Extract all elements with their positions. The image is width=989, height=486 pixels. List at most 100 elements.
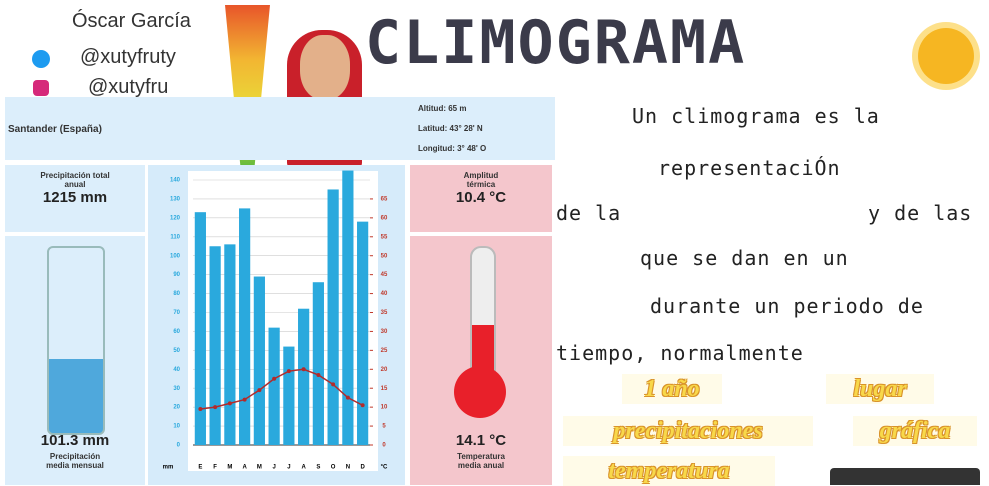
text-line: que se dan en un (640, 246, 849, 270)
precip-total-label: Precipitación total anual (40, 171, 110, 189)
y-tick-label: 40 (173, 367, 180, 373)
y2-tick-label: 15 (381, 386, 388, 392)
y-tick-label: 50 (173, 348, 180, 354)
author: Óscar García (72, 10, 191, 32)
x-tick-label: J (272, 465, 275, 471)
temperature-point (331, 382, 336, 387)
temp-mean-label: Temperatura media anual (457, 452, 505, 470)
temp-mean: 14.1 °C (455, 432, 507, 449)
x-tick-label: N (346, 465, 350, 471)
title: CLIMOGRAMA (365, 8, 747, 78)
y2-tick-label: 35 (381, 310, 388, 316)
precip-total: 1215 mm (42, 189, 108, 206)
instagram-icon (33, 80, 49, 96)
temp-range: 10.4 °C (455, 189, 507, 206)
x-tick-label: M (257, 465, 262, 471)
precip-mean: 101.3 mm (40, 432, 110, 449)
bar (283, 346, 295, 445)
x-tick-label: D (360, 465, 365, 471)
text-line: de la (556, 201, 622, 225)
y-tick-label: 130 (170, 197, 181, 203)
station-panel (5, 97, 555, 160)
y-tick-label: 70 (173, 310, 180, 316)
x-tick-label: S (316, 465, 320, 471)
word-card: lugar (826, 374, 934, 404)
y-tick-label: 140 (170, 178, 181, 184)
x-tick-label: F (213, 465, 217, 471)
x-tick-label: O (331, 465, 336, 471)
bar (194, 212, 206, 445)
bar (253, 276, 265, 445)
y2-tick-label: 50 (381, 253, 388, 259)
text-line: durante un periodo de (650, 294, 924, 318)
y-tick-label: 10 (173, 424, 180, 430)
y2-tick-label: 40 (381, 291, 388, 297)
y2-tick-label: 0 (382, 443, 386, 449)
temperature-line (200, 368, 363, 410)
word-card: precipitaciones (563, 416, 813, 446)
twitter-icon (32, 50, 50, 68)
x-tick-label: A (242, 465, 247, 471)
x-tick-label: E (198, 465, 202, 471)
temperature-point (272, 376, 277, 381)
y-tick-label: 60 (173, 329, 180, 335)
y-tick-label: 100 (170, 253, 181, 259)
y2-tick-label: 30 (381, 329, 388, 335)
temperature-point (301, 367, 306, 372)
y-tick-label: 0 (177, 443, 181, 449)
temp-mean-box: 14.1 °C Temperatura media anual (410, 236, 552, 485)
y-tick-label: 90 (173, 272, 180, 278)
bar (342, 170, 354, 446)
text-line: tiempo, normalmente (556, 341, 804, 365)
y-axis-label: mm (163, 465, 174, 471)
station-name: Santander (España) (8, 124, 102, 135)
altitude: Altitud: 65 m (418, 104, 467, 113)
temperature-point (213, 405, 218, 410)
longitude: Longitud: 3° 48' O (418, 144, 487, 153)
climograph: 0 10 20 30 40 50 60 70 80 90 100 110 120 130 140 0 5 10 15… (148, 165, 405, 485)
bar (298, 308, 310, 445)
bar (357, 221, 369, 445)
instagram-handle: @xutyfru (88, 76, 169, 98)
temperature-point (316, 372, 321, 377)
bar (268, 327, 280, 445)
precip-total-box: Precipitación total anual 1215 mm (5, 165, 145, 232)
y2-tick-label: 10 (381, 405, 388, 411)
temperature-point (345, 395, 350, 400)
sun-icon (918, 28, 974, 84)
text-line: representaciÓn (658, 156, 841, 180)
x-tick-label: J (287, 465, 290, 471)
word-card: gráfica (853, 416, 977, 446)
y2-tick-label: 45 (381, 272, 388, 278)
y2-tick-label: 25 (381, 348, 388, 354)
bar (209, 246, 221, 445)
rain-gauge (47, 246, 105, 435)
video-thumb (830, 468, 980, 485)
twitter-handle: @xutyfruty (80, 46, 176, 68)
y2-tick-label: 55 (381, 234, 388, 240)
temperature-point (286, 369, 291, 374)
y2-tick-label: 20 (381, 367, 388, 373)
precip-mean-label: Precipitación media mensual (46, 452, 104, 470)
y-tick-label: 20 (173, 405, 180, 411)
temperature-point (360, 403, 365, 408)
temperature-point (257, 388, 262, 393)
bar (327, 189, 339, 445)
y-tick-label: 120 (170, 215, 181, 221)
text-line: y de las (868, 201, 973, 225)
x-tick-label: A (301, 465, 306, 471)
temp-range-label: Amplitud térmica (463, 171, 499, 189)
bar (239, 208, 251, 445)
word-card: 1 año (622, 374, 722, 404)
precip-mean-box: 101.3 mm Precipitación media mensual (5, 236, 145, 485)
y-tick-label: 30 (173, 386, 180, 392)
y-tick-label: 110 (170, 234, 180, 240)
bar (312, 282, 324, 445)
temperature-point (198, 407, 203, 412)
thermometer-bulb (454, 366, 506, 418)
temperature-point (227, 401, 232, 406)
y-tick-label: 80 (173, 291, 180, 297)
latitude: Latitud: 43° 28' N (418, 124, 483, 133)
bar (224, 244, 236, 445)
